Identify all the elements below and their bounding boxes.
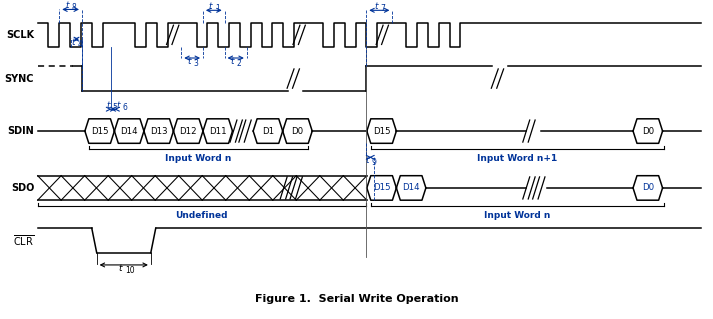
Text: SDO: SDO <box>11 183 34 193</box>
Text: 1: 1 <box>215 4 220 13</box>
Text: D11: D11 <box>209 127 227 136</box>
Text: D0: D0 <box>292 127 304 136</box>
Text: t: t <box>119 264 122 273</box>
Text: D12: D12 <box>180 127 197 136</box>
Text: t: t <box>116 101 120 110</box>
Text: 8: 8 <box>71 3 76 12</box>
Text: 10: 10 <box>125 266 134 275</box>
Text: t: t <box>188 57 190 66</box>
Text: D14: D14 <box>402 183 420 192</box>
Text: Input Word n: Input Word n <box>484 211 550 220</box>
Text: D15: D15 <box>373 183 391 192</box>
Text: D14: D14 <box>120 127 138 136</box>
Text: t: t <box>66 2 69 11</box>
Text: t: t <box>106 101 110 110</box>
Text: 2: 2 <box>237 59 242 68</box>
Text: 6: 6 <box>122 103 127 112</box>
Text: D0: D0 <box>642 127 654 136</box>
Text: t: t <box>365 156 369 165</box>
Text: Input Word n+1: Input Word n+1 <box>477 154 558 163</box>
Text: t: t <box>71 38 75 47</box>
Text: D15: D15 <box>91 127 108 136</box>
Text: SDIN: SDIN <box>7 126 34 136</box>
Text: Undefined: Undefined <box>175 211 228 220</box>
Text: D1: D1 <box>262 127 274 136</box>
Text: Figure 1.  Serial Write Operation: Figure 1. Serial Write Operation <box>255 294 458 305</box>
Text: $\overline{\mathsf{CLR}}$: $\overline{\mathsf{CLR}}$ <box>13 233 34 248</box>
Text: D15: D15 <box>373 127 391 136</box>
Text: t: t <box>209 2 212 11</box>
Text: 5: 5 <box>112 103 117 112</box>
Text: 4: 4 <box>78 40 83 49</box>
Text: Input Word n: Input Word n <box>165 154 232 163</box>
Text: SCLK: SCLK <box>6 30 34 40</box>
Text: 7: 7 <box>380 4 385 13</box>
Text: t: t <box>231 57 234 66</box>
Text: D13: D13 <box>150 127 168 136</box>
Text: t: t <box>374 2 378 11</box>
Text: 9: 9 <box>371 158 376 167</box>
Text: D0: D0 <box>642 183 654 192</box>
Text: SYNC: SYNC <box>5 74 34 84</box>
Text: 3: 3 <box>193 59 198 68</box>
